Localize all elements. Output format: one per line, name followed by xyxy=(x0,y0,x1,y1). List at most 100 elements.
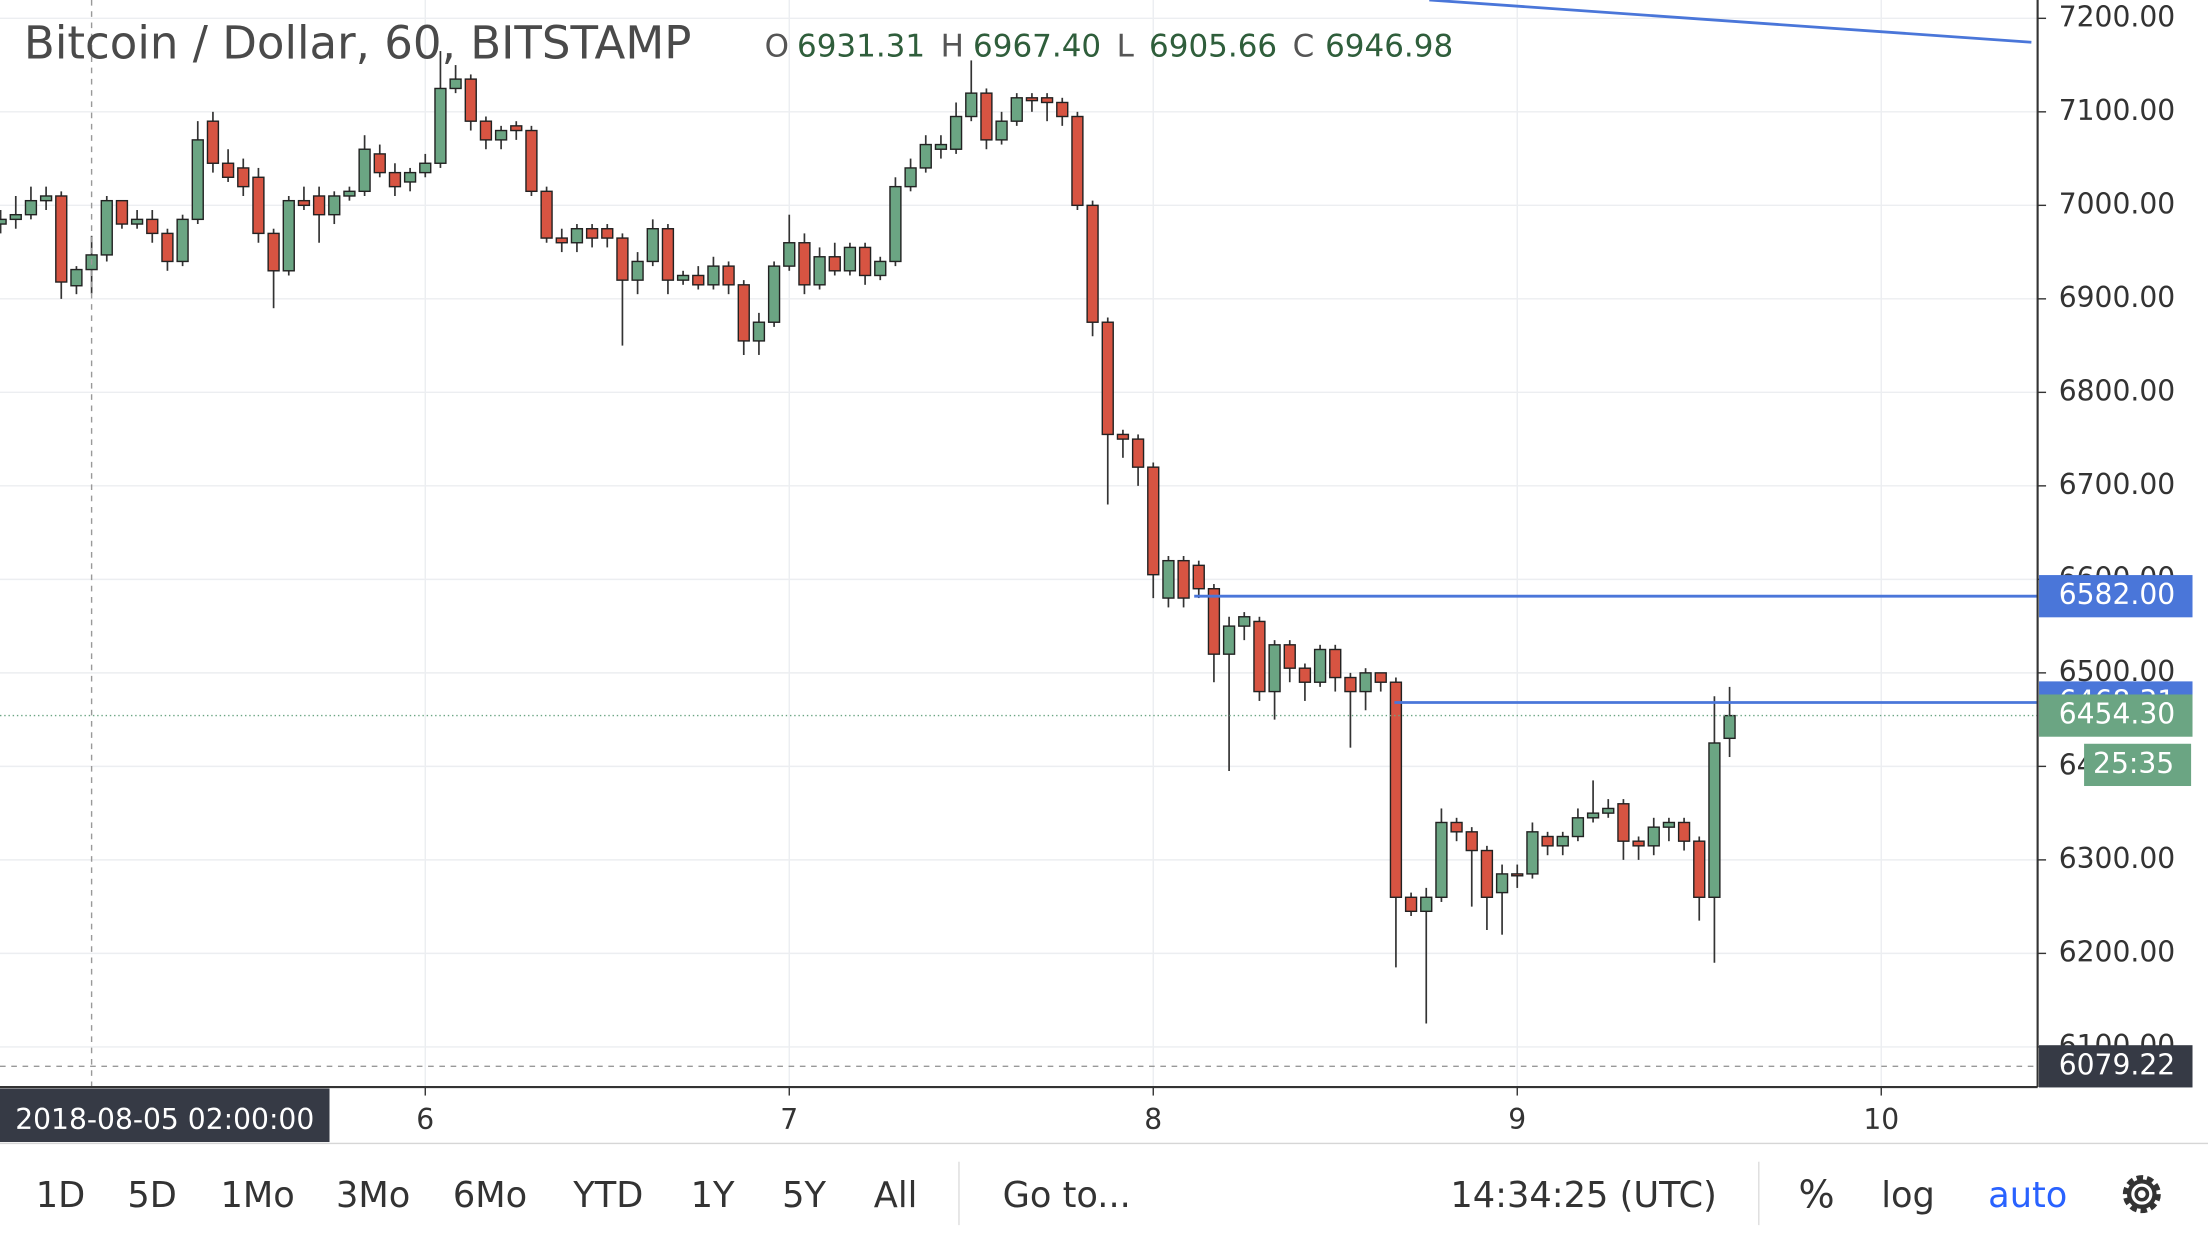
candle-body xyxy=(1238,616,1251,627)
candle-body xyxy=(1071,115,1084,207)
candle-body xyxy=(191,139,204,221)
range-button[interactable]: 1D xyxy=(36,1175,85,1216)
candle-body xyxy=(965,92,978,118)
candle-body xyxy=(1162,559,1175,599)
countdown-box xyxy=(2084,743,2192,787)
crosshair-time-box xyxy=(0,1088,330,1143)
candle-body xyxy=(1374,672,1387,683)
candle-body xyxy=(434,87,447,164)
range-button[interactable]: 3Mo xyxy=(336,1175,410,1216)
range-button[interactable]: YTD xyxy=(572,1175,643,1216)
candle-body xyxy=(631,260,644,281)
y-tick-label: 7200.00 xyxy=(2059,0,2175,33)
axis-labels: 6100.006200.006300.006400.006500.006600.… xyxy=(0,0,2193,1143)
x-tick-label: 8 xyxy=(1144,1103,1162,1136)
candle-body xyxy=(267,232,280,272)
range-button[interactable]: 1Y xyxy=(691,1175,735,1216)
candle-body xyxy=(767,265,781,323)
candle-body xyxy=(1602,807,1615,814)
y-tick-label: 6900.00 xyxy=(2059,281,2175,314)
range-button[interactable]: 5Y xyxy=(782,1175,826,1216)
settings-button[interactable] xyxy=(2122,1175,2161,1214)
candle-body xyxy=(1298,667,1312,683)
chart-title: Bitcoin / Dollar, 60, BITSTAMP xyxy=(24,16,691,69)
candle-body xyxy=(934,143,948,150)
candle-body xyxy=(1556,835,1569,847)
candle-body xyxy=(39,195,53,202)
candle-body xyxy=(1253,620,1266,693)
x-tick-label: 7 xyxy=(780,1103,798,1136)
candle-body xyxy=(176,218,189,263)
candle-body xyxy=(1571,817,1585,838)
candle-body xyxy=(1025,97,1039,102)
candle-body xyxy=(540,190,553,239)
price-line-label: 6582.00 xyxy=(2059,578,2175,611)
candle-body xyxy=(146,218,159,235)
candle-body xyxy=(661,228,675,281)
percent-button[interactable]: % xyxy=(1798,1172,1834,1216)
candle-body xyxy=(798,242,811,286)
candle-body xyxy=(464,78,477,122)
range-button[interactable]: All xyxy=(874,1175,918,1216)
candle-body xyxy=(100,199,113,256)
candle-body xyxy=(206,120,220,164)
candle-body xyxy=(1329,648,1342,679)
candle-body xyxy=(1389,681,1403,898)
candle-body xyxy=(1177,559,1190,599)
candle-body xyxy=(1010,97,1023,122)
candle-body xyxy=(707,265,720,286)
candle-body xyxy=(904,167,917,188)
overlay xyxy=(0,0,2038,1088)
candle-body xyxy=(676,274,690,281)
candle-body xyxy=(1708,742,1721,898)
candle-body xyxy=(1040,97,1054,104)
clock: 14:34:25 (UTC) xyxy=(1450,1175,1716,1216)
candle-body xyxy=(1511,873,1524,877)
candle-body xyxy=(403,171,417,183)
y-tick-label: 6300.00 xyxy=(2059,842,2175,875)
candle-body xyxy=(70,268,83,287)
x-tick-label: 6 xyxy=(416,1103,434,1136)
candle-body xyxy=(449,78,462,90)
candle-body xyxy=(282,199,295,272)
candle-body xyxy=(585,228,599,239)
candle-body xyxy=(1617,803,1630,842)
candle-body xyxy=(312,195,326,216)
candle-body xyxy=(1359,672,1372,693)
candle-body xyxy=(1404,896,1418,913)
y-tick-label: 7000.00 xyxy=(2059,187,2175,220)
candle-body xyxy=(616,237,629,281)
candle-body xyxy=(1632,840,1645,847)
candle-body xyxy=(889,185,902,263)
candle-body xyxy=(1662,821,1676,828)
last-price-label-box xyxy=(2039,694,2193,737)
y-tick-label: 7100.00 xyxy=(2059,94,2175,127)
candle-body xyxy=(1526,831,1539,875)
candle-body xyxy=(858,246,872,277)
candle-body xyxy=(1435,821,1448,898)
candle-body xyxy=(1677,821,1691,842)
candle-body xyxy=(419,162,432,174)
goto-button[interactable]: Go to... xyxy=(1003,1175,1131,1216)
range-button[interactable]: 1Mo xyxy=(221,1175,295,1216)
candle-body xyxy=(297,199,311,207)
y-tick-label: 6700.00 xyxy=(2059,468,2175,501)
candles xyxy=(0,51,1736,1024)
log-button[interactable]: log xyxy=(1881,1175,1935,1216)
ohlc-key: O xyxy=(765,28,789,64)
candle-body xyxy=(737,284,750,342)
auto-button[interactable]: auto xyxy=(1988,1175,2067,1216)
candle-body xyxy=(343,190,356,197)
candle-body xyxy=(1693,840,1706,898)
candle-body xyxy=(388,171,402,188)
range-button[interactable]: 6Mo xyxy=(453,1175,527,1216)
candle-body xyxy=(995,120,1008,141)
range-button[interactable]: 5D xyxy=(127,1175,176,1216)
candle-body xyxy=(494,129,508,141)
candle-body xyxy=(813,256,826,286)
candle-body xyxy=(1313,648,1327,683)
y-tick-label: 6200.00 xyxy=(2059,935,2175,968)
candle-body xyxy=(692,274,705,286)
